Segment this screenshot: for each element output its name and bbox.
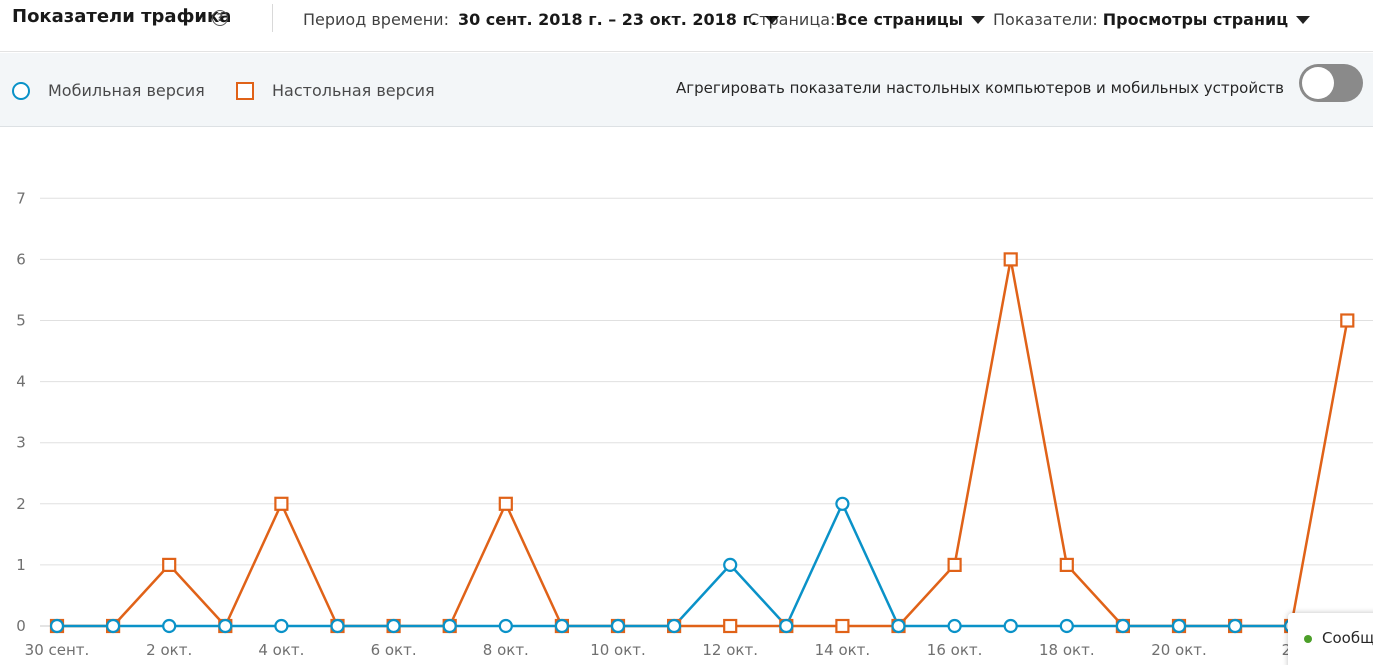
data-point-mobile <box>330 618 345 634</box>
y-tick-label: 0 <box>16 617 26 635</box>
data-point-desktop <box>1059 557 1074 572</box>
x-tick-label: 12 окт. <box>702 641 758 659</box>
data-point-mobile <box>1171 618 1187 634</box>
y-tick-label: 5 <box>16 312 26 330</box>
data-point-desktop <box>1340 313 1355 328</box>
period-filter[interactable]: Период времени: 30 сент. 2018 г. – 23 ок… <box>303 10 779 29</box>
data-point-desktop <box>498 496 513 511</box>
legend-bar: Мобильная версия Настольная версия Агрег… <box>0 53 1373 127</box>
data-point-mobile <box>779 618 794 634</box>
period-value: 30 сент. 2018 г. – 23 окт. 2018 г. <box>457 10 757 29</box>
data-point-mobile <box>1227 618 1243 634</box>
data-point-desktop <box>835 618 850 634</box>
x-tick-label: 18 окт. <box>1039 641 1095 659</box>
y-tick-label: 2 <box>16 495 26 513</box>
x-tick-label: 20 окт. <box>1151 641 1207 659</box>
x-tick-label: 10 окт. <box>590 641 646 659</box>
x-tick-label: 14 окт. <box>815 641 871 659</box>
page-label: Страница: <box>748 10 836 29</box>
divider <box>272 4 273 32</box>
top-bar: Показатели трафика ? Период времени: 30 … <box>0 0 1373 52</box>
square-marker-icon <box>236 81 254 100</box>
toggle-knob <box>1302 67 1334 99</box>
data-point-mobile <box>947 618 962 634</box>
metric-value: Просмотры страниц <box>1102 10 1289 29</box>
chart-grid <box>40 197 1373 627</box>
y-tick-label: 6 <box>16 250 26 268</box>
data-point-mobile <box>274 618 289 634</box>
chart-points <box>49 252 1355 634</box>
data-point-mobile <box>554 618 570 634</box>
question-circle-icon[interactable]: ? <box>212 10 228 26</box>
data-point-mobile <box>1059 618 1074 634</box>
data-point-desktop <box>274 496 289 511</box>
data-point-desktop <box>723 618 738 634</box>
x-tick-label: 16 окт. <box>927 641 983 659</box>
data-point-mobile <box>666 618 682 634</box>
data-point-mobile <box>49 618 65 634</box>
x-tick-label: 6 окт. <box>371 641 417 659</box>
legend-label-mobile: Мобильная версия <box>48 81 205 100</box>
caret-down-icon <box>764 16 779 24</box>
y-tick-label: 3 <box>16 434 26 452</box>
circle-marker-icon <box>12 81 30 100</box>
y-tick-label: 1 <box>16 556 26 574</box>
data-point-mobile <box>835 496 850 511</box>
x-tick-label: 30 сент. <box>25 641 90 659</box>
aggregate-toggle[interactable] <box>1299 64 1363 102</box>
data-point-mobile <box>105 618 121 634</box>
data-point-mobile <box>218 618 233 634</box>
messaging-label: Сообщ <box>1322 629 1373 647</box>
caret-down-icon <box>971 16 986 24</box>
metric-filter[interactable]: Показатели: Просмотры страниц <box>993 10 1311 29</box>
data-point-desktop <box>947 557 962 572</box>
data-point-mobile <box>442 618 457 634</box>
data-point-mobile <box>723 557 738 572</box>
legend-item-mobile[interactable]: Мобильная версия <box>12 81 205 100</box>
x-tick-label: 2 окт. <box>146 641 192 659</box>
aggregate-label: Агрегировать показатели настольных компь… <box>676 79 1284 97</box>
data-point-mobile <box>610 618 626 634</box>
data-point-mobile <box>1115 618 1131 634</box>
data-point-mobile <box>162 618 177 634</box>
y-tick-label: 7 <box>16 189 26 207</box>
data-point-mobile <box>386 618 401 634</box>
y-axis-ticks: 0 1 2 3 4 5 6 7 <box>16 189 26 635</box>
data-point-mobile <box>1003 618 1018 634</box>
x-tick-label: 8 окт. <box>483 641 529 659</box>
metric-label: Показатели: <box>993 10 1098 29</box>
legend-label-desktop: Настольная версия <box>272 81 435 100</box>
data-point-desktop <box>162 557 177 572</box>
page-value: Все страницы <box>835 10 964 29</box>
page-filter[interactable]: Страница: Все страницы <box>748 10 986 29</box>
data-point-mobile <box>498 618 513 634</box>
period-label: Период времени: <box>303 10 449 29</box>
x-tick-label: 4 окт. <box>258 641 304 659</box>
data-point-desktop <box>1003 252 1018 267</box>
x-axis-ticks: 30 сент. 2 окт. 4 окт. 6 окт. 8 окт. 10 окт. 1… <box>25 641 1301 659</box>
page-title: Показатели трафика <box>12 6 232 27</box>
online-status-dot <box>1304 635 1312 643</box>
legend-item-desktop[interactable]: Настольная версия <box>236 81 435 100</box>
messaging-widget[interactable]: Сообщ <box>1288 613 1373 665</box>
y-tick-label: 4 <box>16 373 26 391</box>
caret-down-icon <box>1296 16 1311 24</box>
data-point-mobile <box>891 618 906 634</box>
traffic-chart: 0 1 2 3 4 5 6 7 30 сент. 2 окт. 4 окт. 6 окт. 8 окт… <box>16 189 1373 659</box>
